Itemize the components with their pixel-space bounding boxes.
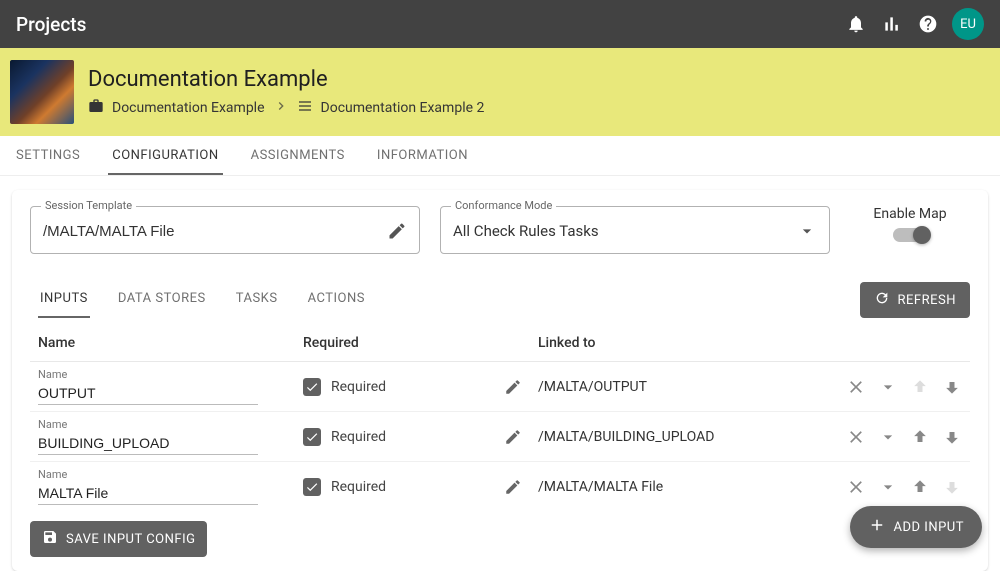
add-input-label: ADD INPUT bbox=[894, 520, 964, 535]
row-name-input[interactable] bbox=[38, 433, 258, 455]
required-checkbox[interactable] bbox=[303, 478, 321, 496]
row-edit-icon[interactable] bbox=[488, 478, 538, 496]
table-row: Name Required/MALTA/BUILDING_UPLOAD bbox=[30, 411, 970, 461]
list-icon bbox=[297, 98, 313, 118]
row-linked-to: /MALTA/BUILDING_UPLOAD bbox=[538, 429, 812, 445]
row-name-label: Name bbox=[38, 468, 303, 481]
save-icon bbox=[42, 529, 58, 549]
row-expand-icon[interactable] bbox=[878, 427, 898, 447]
required-checkbox[interactable] bbox=[303, 428, 321, 446]
plus-icon bbox=[868, 516, 886, 538]
enable-map-toggle[interactable] bbox=[893, 228, 927, 242]
edit-icon[interactable] bbox=[387, 221, 407, 241]
required-label: Required bbox=[331, 429, 386, 445]
table-body: Name Required/MALTA/OUTPUT Name Required/MA… bbox=[30, 361, 970, 511]
breadcrumb: Documentation Example Documentation Exam… bbox=[88, 98, 484, 118]
bell-icon[interactable] bbox=[838, 6, 874, 42]
row-name-input[interactable] bbox=[38, 483, 258, 505]
row-edit-icon[interactable] bbox=[488, 378, 538, 396]
required-label: Required bbox=[331, 379, 386, 395]
row-linked-to: /MALTA/OUTPUT bbox=[538, 379, 812, 395]
row-edit-icon[interactable] bbox=[488, 428, 538, 446]
col-linked-to: Linked to bbox=[538, 335, 812, 351]
refresh-label: REFRESH bbox=[898, 293, 956, 308]
itab-tasks[interactable]: TASKS bbox=[234, 283, 280, 318]
row-move-down-icon bbox=[942, 477, 962, 497]
tab-settings[interactable]: SETTINGS bbox=[12, 136, 84, 175]
chart-icon[interactable] bbox=[874, 6, 910, 42]
briefcase-icon bbox=[88, 98, 104, 118]
conformance-mode-select[interactable]: Conformance Mode All Check Rules Tasks bbox=[440, 206, 830, 254]
config-card: Session Template Conformance Mode All Ch… bbox=[12, 190, 988, 571]
col-name: Name bbox=[38, 335, 303, 351]
refresh-button[interactable]: REFRESH bbox=[860, 282, 970, 318]
hero: Documentation Example Documentation Exam… bbox=[0, 48, 1000, 136]
help-icon[interactable] bbox=[910, 6, 946, 42]
tab-assignments[interactable]: ASSIGNMENTS bbox=[247, 136, 349, 175]
session-template-field[interactable]: Session Template bbox=[30, 206, 420, 254]
page-title: Documentation Example bbox=[88, 67, 484, 92]
tab-information[interactable]: INFORMATION bbox=[373, 136, 472, 175]
required-label: Required bbox=[331, 479, 386, 495]
itab-data-stores[interactable]: DATA STORES bbox=[116, 283, 208, 318]
breadcrumb-item-1[interactable]: Documentation Example bbox=[112, 100, 265, 116]
row-expand-icon[interactable] bbox=[878, 377, 898, 397]
session-template-input[interactable] bbox=[43, 223, 387, 240]
row-move-down-icon[interactable] bbox=[942, 377, 962, 397]
breadcrumb-item-2[interactable]: Documentation Example 2 bbox=[321, 100, 485, 116]
row-delete-icon[interactable] bbox=[846, 477, 866, 497]
add-input-button[interactable]: ADD INPUT bbox=[850, 506, 982, 548]
conformance-mode-label: Conformance Mode bbox=[451, 199, 556, 212]
inner-tabs: INPUTS DATA STORES TASKS ACTIONS REFRESH bbox=[30, 282, 970, 319]
table-header: Name Required Linked to bbox=[30, 319, 970, 361]
row-expand-icon[interactable] bbox=[878, 477, 898, 497]
conformance-mode-value: All Check Rules Tasks bbox=[453, 222, 797, 240]
save-input-config-button[interactable]: SAVE INPUT CONFIG bbox=[30, 521, 207, 557]
topbar-title: Projects bbox=[16, 13, 86, 36]
enable-map: Enable Map bbox=[850, 206, 970, 254]
row-linked-to: /MALTA/MALTA File bbox=[538, 479, 812, 495]
enable-map-label: Enable Map bbox=[873, 206, 946, 222]
table-row: Name Required/MALTA/OUTPUT bbox=[30, 361, 970, 411]
save-input-config-label: SAVE INPUT CONFIG bbox=[66, 532, 195, 547]
row-move-up-icon[interactable] bbox=[910, 427, 930, 447]
col-required: Required bbox=[303, 335, 488, 351]
dropdown-icon[interactable] bbox=[797, 221, 817, 241]
row-delete-icon[interactable] bbox=[846, 427, 866, 447]
itab-actions[interactable]: ACTIONS bbox=[306, 283, 367, 318]
row-delete-icon[interactable] bbox=[846, 377, 866, 397]
topbar: Projects EU bbox=[0, 0, 1000, 48]
required-checkbox[interactable] bbox=[303, 378, 321, 396]
project-thumbnail bbox=[10, 60, 74, 124]
row-name-label: Name bbox=[38, 368, 303, 381]
row-name-label: Name bbox=[38, 418, 303, 431]
chevron-right-icon bbox=[273, 98, 289, 118]
row-move-up-icon[interactable] bbox=[910, 477, 930, 497]
session-template-label: Session Template bbox=[41, 199, 136, 212]
refresh-icon bbox=[874, 290, 890, 310]
row-move-down-icon[interactable] bbox=[942, 427, 962, 447]
avatar[interactable]: EU bbox=[952, 8, 984, 40]
top-tabs: SETTINGS CONFIGURATION ASSIGNMENTS INFOR… bbox=[0, 136, 1000, 176]
row-move-up-icon bbox=[910, 377, 930, 397]
table-row: Name Required/MALTA/MALTA File bbox=[30, 461, 970, 511]
tab-configuration[interactable]: CONFIGURATION bbox=[108, 136, 222, 175]
itab-inputs[interactable]: INPUTS bbox=[38, 283, 90, 318]
row-name-input[interactable] bbox=[38, 383, 258, 405]
